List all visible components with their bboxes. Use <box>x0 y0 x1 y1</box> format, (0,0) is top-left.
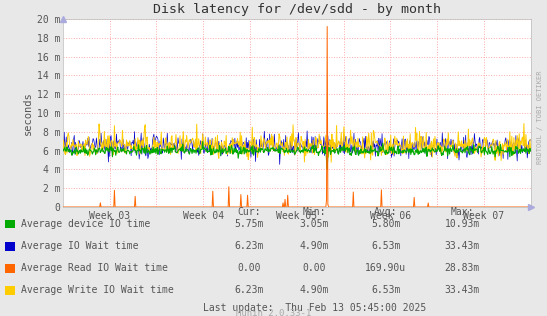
Text: 33.43m: 33.43m <box>445 285 480 295</box>
Text: Cur:: Cur: <box>237 207 260 217</box>
Text: Average device IO time: Average device IO time <box>21 219 150 229</box>
Text: Max:: Max: <box>451 207 474 217</box>
Text: 33.43m: 33.43m <box>445 241 480 251</box>
Text: 6.53m: 6.53m <box>371 241 400 251</box>
Text: 6.23m: 6.23m <box>234 241 264 251</box>
Text: 28.83m: 28.83m <box>445 263 480 273</box>
Text: 3.05m: 3.05m <box>300 219 329 229</box>
Text: Average Read IO Wait time: Average Read IO Wait time <box>21 263 168 273</box>
Text: 10.93m: 10.93m <box>445 219 480 229</box>
Text: 169.90u: 169.90u <box>365 263 406 273</box>
Text: 5.80m: 5.80m <box>371 219 400 229</box>
Text: Munin 2.0.33-1: Munin 2.0.33-1 <box>236 309 311 316</box>
Text: RRDTOOL / TOBI OETIKER: RRDTOOL / TOBI OETIKER <box>537 70 543 164</box>
Text: 4.90m: 4.90m <box>300 285 329 295</box>
Text: Average Write IO Wait time: Average Write IO Wait time <box>21 285 173 295</box>
Text: 0.00: 0.00 <box>303 263 326 273</box>
Text: Average IO Wait time: Average IO Wait time <box>21 241 138 251</box>
Text: Last update:  Thu Feb 13 05:45:00 2025: Last update: Thu Feb 13 05:45:00 2025 <box>203 303 426 313</box>
Text: Min:: Min: <box>303 207 326 217</box>
Text: 4.90m: 4.90m <box>300 241 329 251</box>
Text: 6.23m: 6.23m <box>234 285 264 295</box>
Y-axis label: seconds: seconds <box>22 91 32 135</box>
Text: Avg:: Avg: <box>374 207 397 217</box>
Text: 6.53m: 6.53m <box>371 285 400 295</box>
Text: 0.00: 0.00 <box>237 263 260 273</box>
Title: Disk latency for /dev/sdd - by month: Disk latency for /dev/sdd - by month <box>153 3 441 16</box>
Text: 5.75m: 5.75m <box>234 219 264 229</box>
